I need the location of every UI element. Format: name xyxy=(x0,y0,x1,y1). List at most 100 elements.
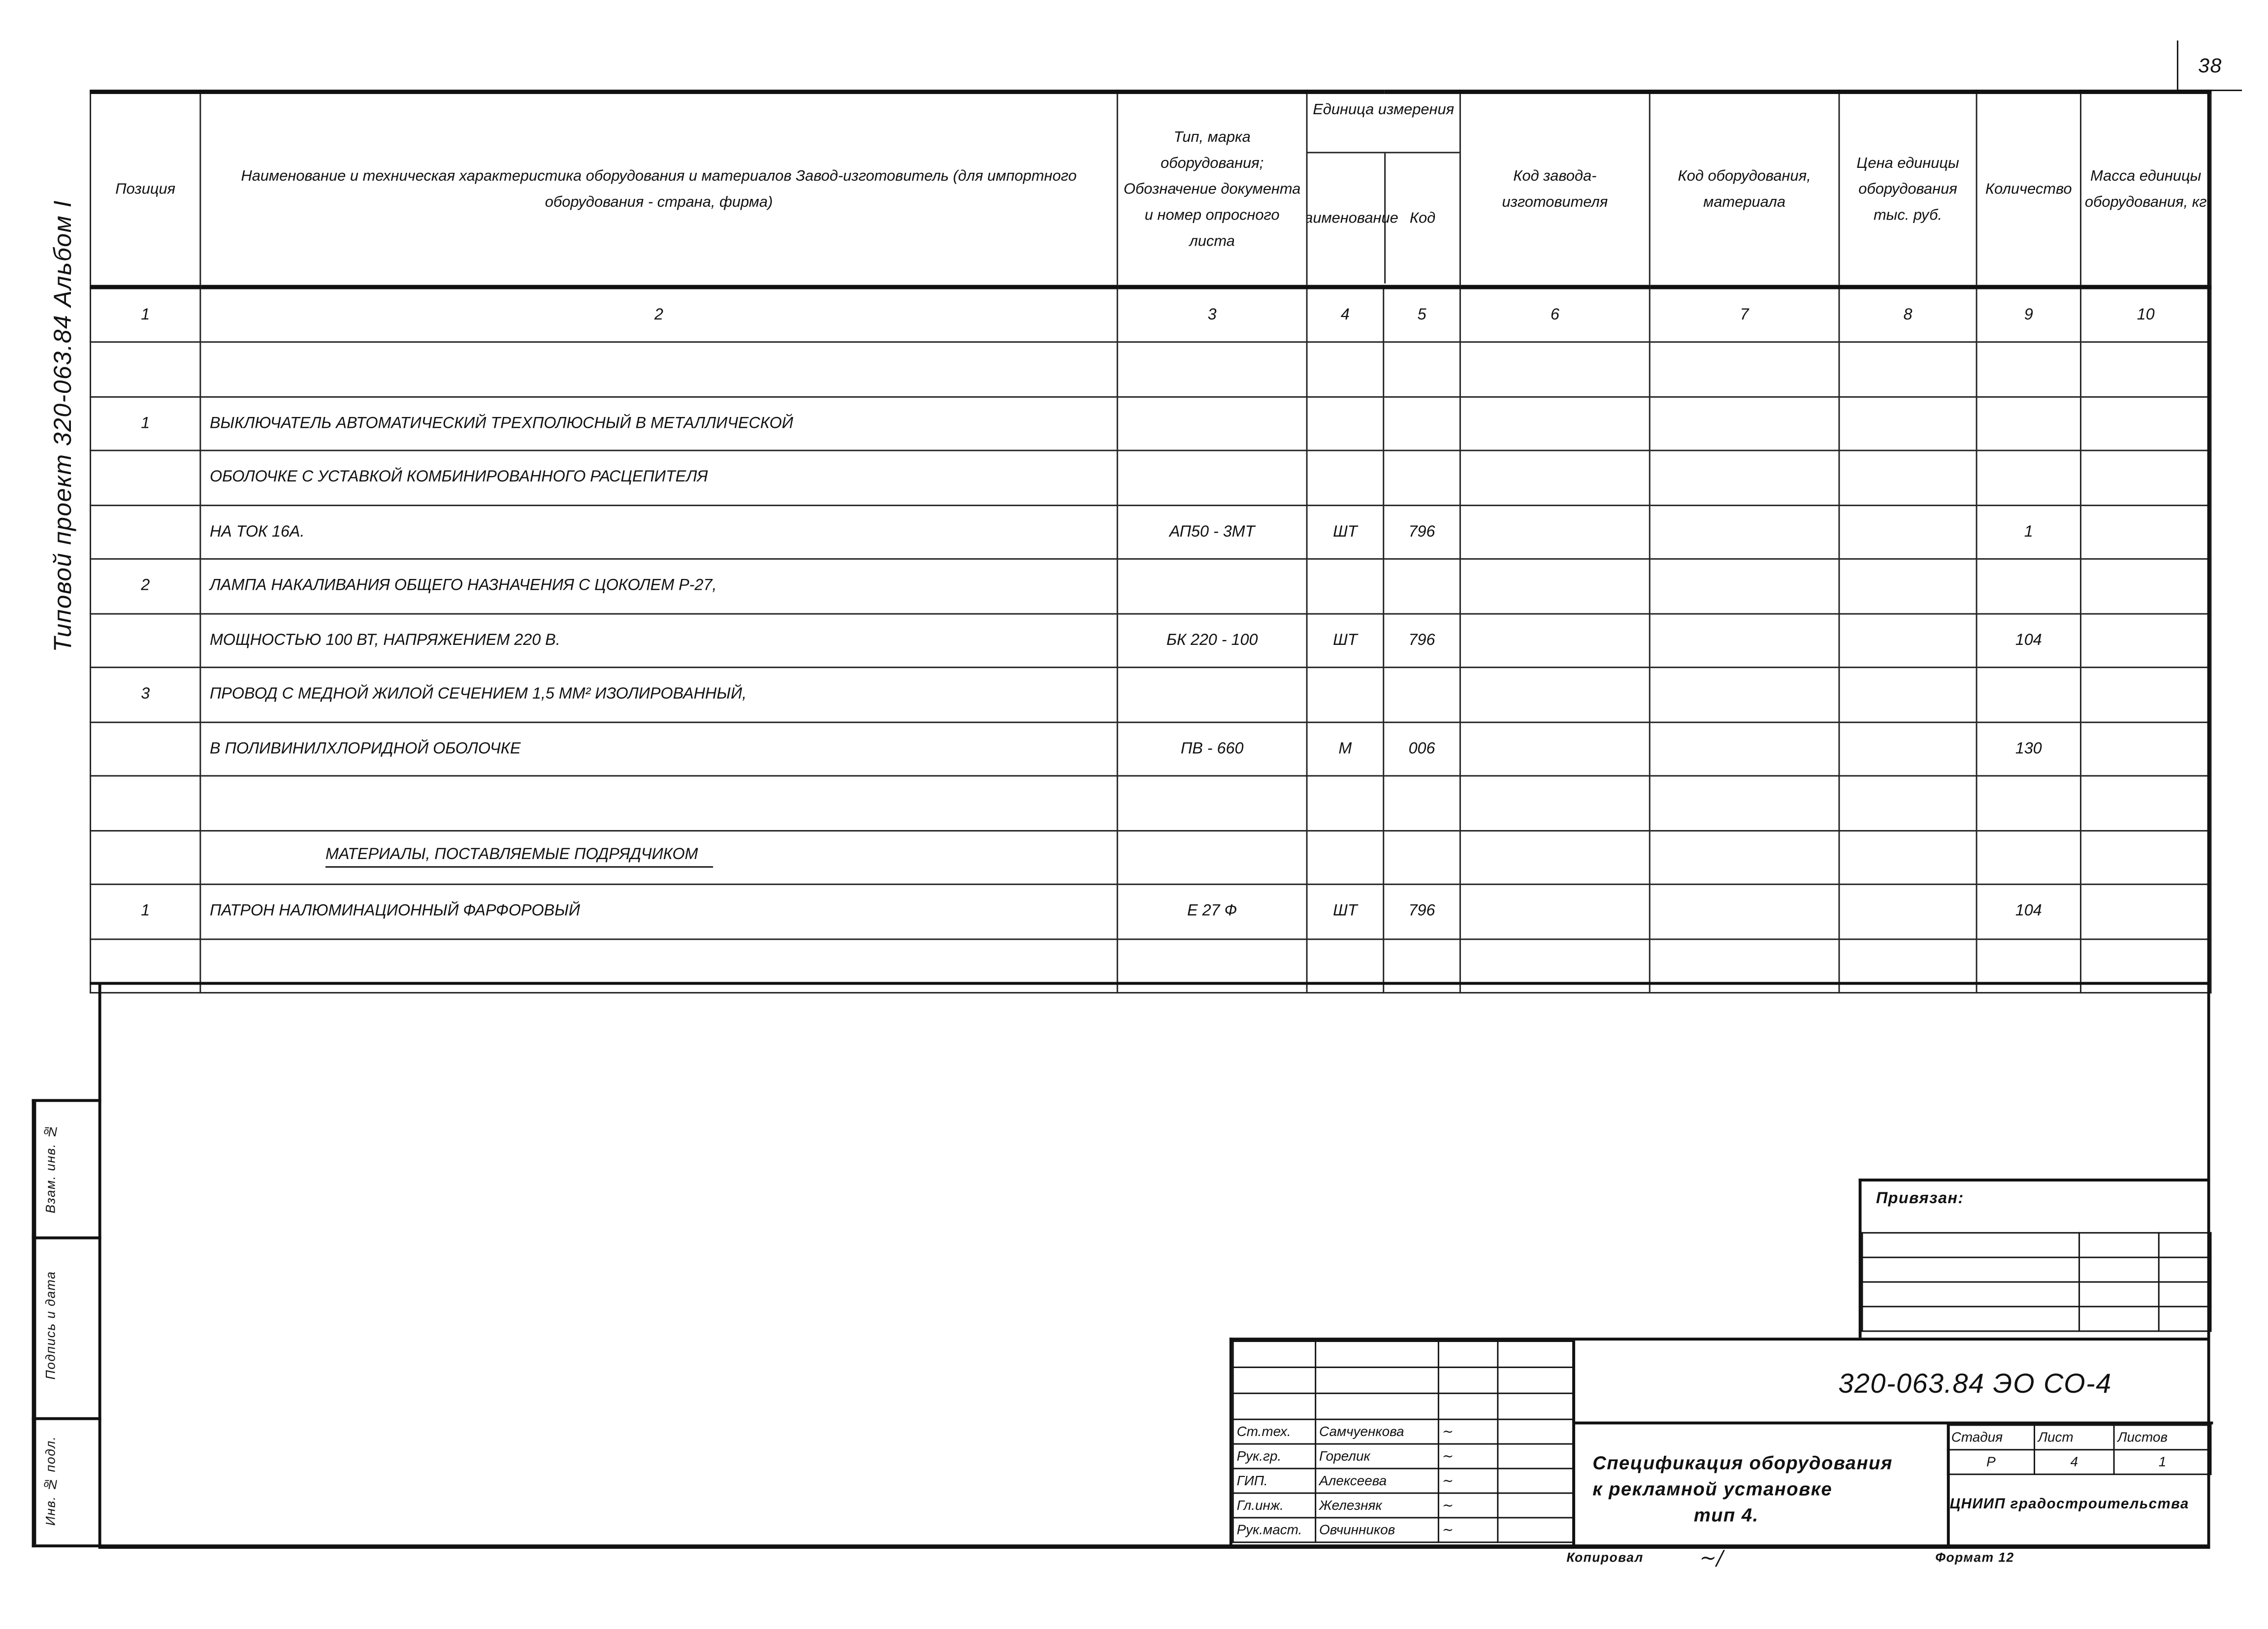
table-cell xyxy=(1976,559,2082,614)
blank-row xyxy=(1232,1366,1574,1394)
staff-name: Овчинников xyxy=(1315,1517,1439,1543)
staff-role: Рук.маст. xyxy=(1232,1517,1317,1543)
blank-cell xyxy=(1497,1366,1574,1394)
staff-name: Алексеева xyxy=(1315,1468,1439,1494)
table-cell: ШТ xyxy=(1306,613,1385,669)
table-cell xyxy=(1116,775,1308,831)
table-row xyxy=(90,775,2212,831)
staff-row: ГИП. Алексеева ~ xyxy=(1232,1468,1574,1494)
frame-right xyxy=(2207,90,2210,1548)
blank-cell xyxy=(1437,1341,1499,1368)
blank-cell xyxy=(1437,1366,1499,1394)
column-header: Позиция xyxy=(90,92,201,289)
table-cell: М xyxy=(1306,721,1385,777)
table-row: НА ТОК 16А. АП50 - 3МТ ШТ 796 1 xyxy=(90,505,2212,560)
document-code: 320-063.84 ЭО СО-4 xyxy=(1838,1369,2112,1400)
table-cell: 2 xyxy=(90,559,201,614)
blank-cell xyxy=(1315,1366,1439,1394)
table-cell xyxy=(1838,775,1977,831)
staff-role: ГИП. xyxy=(1232,1468,1317,1494)
table-cell xyxy=(1838,830,1977,885)
table-row: ОБОЛОЧКЕ С УСТАВКОЙ КОМБИНИРОВАННОГО РАС… xyxy=(90,450,2212,506)
format-label: Формат 12 xyxy=(1935,1550,2014,1565)
table-cell xyxy=(1459,450,1651,506)
table-cell: ПАТРОН НАЛЮМИНАЦИОННЫЙ ФАРФОРОВЫЙ xyxy=(199,884,1118,939)
table-cell xyxy=(1116,667,1308,723)
frame-bottom xyxy=(98,1544,2210,1549)
column-header: Код завода-изготовителя xyxy=(1459,92,1651,289)
copier-signature: ~/ xyxy=(1699,1547,1723,1571)
table-cell: 006 xyxy=(1383,721,1461,777)
staff-signature: ~ xyxy=(1437,1468,1499,1494)
table-cell xyxy=(1976,775,2082,831)
table-cell xyxy=(1383,775,1461,831)
table-cell xyxy=(1306,775,1385,831)
staff-signature: ~ xyxy=(1437,1492,1499,1519)
table-cell xyxy=(90,775,201,831)
table-cell: ЛАМПА НАКАЛИВАНИЯ ОБЩЕГО НАЗНАЧЕНИЯ С ЦО… xyxy=(199,559,1118,614)
table-cell xyxy=(1306,559,1385,614)
table-cell xyxy=(1459,721,1651,777)
organization: ЦНИИП градостроительства xyxy=(1949,1497,2189,1513)
table-cell: В ПОЛИВИНИЛХЛОРИДНОЙ ОБОЛОЧКЕ xyxy=(199,721,1118,777)
table-cell xyxy=(1306,667,1385,723)
section-heading: МАТЕРИАЛЫ, ПОСТАВЛЯЕМЫЕ ПОДРЯДЧИКОМ xyxy=(325,846,713,868)
table-row xyxy=(90,342,2212,397)
staff-name: Самчуенкова xyxy=(1315,1418,1439,1445)
staff-signature: ~ xyxy=(1437,1443,1499,1469)
table-cell: 1 xyxy=(1976,505,2082,560)
table-cell xyxy=(1459,830,1651,885)
table-cell xyxy=(2080,559,2212,614)
column-number-row: 1 2 3 4 5 6 7 8 9 10 xyxy=(90,287,2212,343)
blank-cell xyxy=(1497,1341,1574,1368)
staff-signature: ~ xyxy=(1437,1517,1499,1543)
table-cell xyxy=(1459,884,1651,939)
table-cell xyxy=(1838,505,1977,560)
stamp-label: Инв. № подл. xyxy=(34,1417,65,1545)
table-cell xyxy=(1383,830,1461,885)
table-cell xyxy=(90,721,201,777)
blank-cell xyxy=(1232,1392,1317,1420)
table-cell xyxy=(90,342,201,397)
table-row: 3 ПРОВОД С МЕДНОЙ ЖИЛОЙ СЕЧЕНИЕМ 1,5 ММ² … xyxy=(90,667,2212,723)
table-cell xyxy=(1306,342,1385,397)
column-number: 2 xyxy=(199,287,1118,343)
unit-group-header: Единица измерения xyxy=(1308,96,1459,154)
table-cell xyxy=(1383,450,1461,506)
sheets-value: 1 xyxy=(2113,1449,2212,1475)
table-cell: МОЩНОСТЬЮ 100 ВТ, НАПРЯЖЕНИЕМ 220 В. xyxy=(199,613,1118,669)
table-cell xyxy=(2080,396,2212,451)
table-cell xyxy=(1459,505,1651,560)
table-cell: 104 xyxy=(1976,884,2082,939)
table-cell xyxy=(2080,667,2212,723)
table-cell: БК 220 - 100 xyxy=(1116,613,1308,669)
table-cell xyxy=(1976,396,2082,451)
table-cell: НА ТОК 16А. xyxy=(199,505,1118,560)
column-number: 9 xyxy=(1976,287,2082,343)
table-cell xyxy=(90,505,201,560)
description-line: к рекламной установке xyxy=(1592,1478,1833,1500)
table-cell xyxy=(1116,559,1308,614)
column-header: Масса единицы оборудования, кг xyxy=(2080,92,2212,289)
blank-row xyxy=(1232,1392,1574,1420)
table-cell: 130 xyxy=(1976,721,2082,777)
table-cell xyxy=(1383,667,1461,723)
title-block: Ст.тех. Самчуенкова ~ Рук.гр. Горелик ~ ГИП. Ал… xyxy=(1229,1338,2213,1548)
table-cell xyxy=(1459,775,1651,831)
staff-name: Горелик xyxy=(1315,1443,1439,1469)
table-cell: ПРОВОД С МЕДНОЙ ЖИЛОЙ СЕЧЕНИЕМ 1,5 ММ² И… xyxy=(199,667,1118,723)
table-cell xyxy=(1976,342,2082,397)
sheet-value: 4 xyxy=(2034,1449,2115,1475)
staff-row: Рук.маст. Овчинников ~ xyxy=(1232,1517,1574,1543)
table-cell xyxy=(199,342,1118,397)
staff-date xyxy=(1497,1468,1574,1494)
table-cell xyxy=(1306,396,1385,451)
sheet-label: Лист xyxy=(2034,1424,2115,1451)
column-number: 3 xyxy=(1116,287,1308,343)
copied-label: Копировал xyxy=(1566,1550,1644,1565)
table-cell xyxy=(1838,884,1977,939)
column-header: Цена единицы оборудования тыс. руб. xyxy=(1838,92,1977,289)
code-cell: 320-063.84 ЭО СО-4 xyxy=(1572,1341,2213,1425)
table-cell xyxy=(1838,667,1977,723)
